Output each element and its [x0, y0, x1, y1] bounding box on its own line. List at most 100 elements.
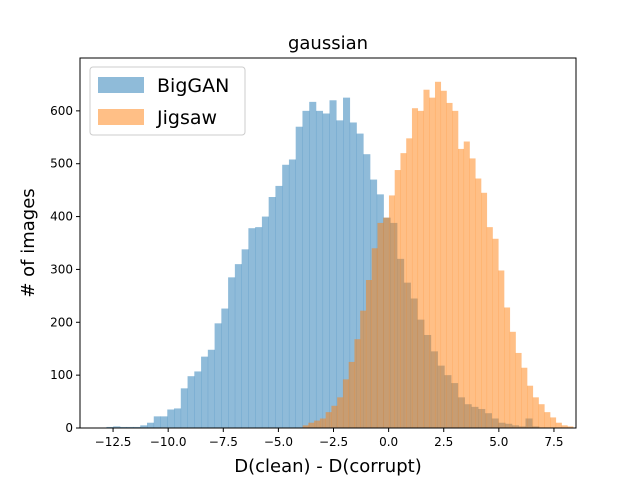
jigsaw-bar — [406, 138, 413, 429]
y-tick-label: 300 — [50, 262, 73, 276]
jigsaw-bar — [411, 108, 419, 428]
jigsaw-bar — [337, 397, 344, 428]
biggan-bar — [356, 133, 364, 429]
jigsaw-bar — [383, 217, 390, 428]
jigsaw-bar — [504, 307, 511, 428]
biggan-bar — [214, 323, 222, 428]
biggan-bar — [282, 164, 290, 428]
legend-label-biggan: BigGAN — [157, 75, 229, 97]
biggan-bar — [174, 408, 182, 428]
biggan-bar — [248, 228, 256, 428]
biggan-bar — [322, 113, 330, 428]
biggan-bar — [228, 277, 236, 428]
jigsaw-bar — [423, 89, 430, 428]
jigsaw-bar — [325, 412, 332, 428]
biggan-bar — [194, 371, 202, 428]
x-tick-label: −7.5 — [209, 435, 238, 449]
biggan-bar — [241, 249, 249, 428]
jigsaw-bar — [515, 352, 522, 428]
jigsaw-bar — [486, 227, 493, 428]
legend: BigGAN Jigsaw — [89, 66, 246, 136]
jigsaw-bar — [314, 420, 321, 428]
x-tick-label: 0.0 — [379, 435, 398, 449]
jigsaw-bar — [371, 248, 378, 428]
biggan-bar — [187, 376, 195, 428]
jigsaw-bar — [365, 280, 372, 428]
jigsaw-bar — [319, 418, 326, 428]
jigsaw-bar — [331, 405, 338, 428]
jigsaw-bar — [377, 222, 384, 428]
jigsaw-bar — [400, 153, 407, 428]
biggan-bar — [133, 426, 141, 428]
x-tick-label: −2.5 — [319, 435, 348, 449]
biggan-bar — [180, 388, 188, 428]
x-tick-label: 7.5 — [544, 435, 563, 449]
jigsaw-bar — [360, 310, 367, 428]
jigsaw-bar — [481, 192, 488, 428]
jigsaw-bar — [475, 178, 482, 428]
jigsaw-bar — [544, 412, 551, 428]
jigsaw-bar — [492, 238, 499, 428]
legend-swatch-biggan — [98, 77, 144, 93]
jigsaw-bar — [469, 158, 476, 428]
jigsaw-bar — [394, 170, 401, 429]
legend-label-jigsaw: Jigsaw — [156, 107, 217, 129]
jigsaw-bar — [550, 417, 557, 428]
y-tick-label: 400 — [50, 210, 73, 224]
biggan-bar — [255, 227, 263, 428]
biggan-bar — [119, 426, 128, 428]
y-tick-label: 200 — [50, 315, 73, 329]
biggan-bar — [153, 416, 161, 428]
jigsaw-bar — [429, 97, 436, 429]
biggan-bar — [140, 425, 148, 428]
jigsaw-bar — [388, 195, 396, 428]
jigsaw-bar — [457, 148, 465, 428]
y-tick-label: 0 — [65, 421, 73, 435]
biggan-bar — [160, 416, 168, 428]
jigsaw-bar — [538, 404, 545, 428]
jigsaw-bar — [509, 331, 516, 428]
biggan-bar — [261, 216, 269, 428]
jigsaw-bar — [342, 379, 349, 428]
jigsaw-bar — [348, 361, 355, 428]
jigsaw-bars — [302, 81, 574, 429]
jigsaw-bar — [527, 385, 534, 428]
y-tick-label: 100 — [50, 368, 73, 382]
biggan-bar — [167, 409, 175, 428]
jigsaw-bar — [555, 422, 562, 428]
jigsaw-bar — [532, 397, 539, 428]
jigsaw-bar — [498, 270, 505, 428]
jigsaw-bar — [463, 141, 470, 428]
x-tick-label: −5.0 — [264, 435, 293, 449]
legend-swatch-jigsaw — [98, 109, 144, 125]
biggan-bar — [329, 100, 337, 429]
biggan-bar — [268, 197, 276, 428]
y-tick-label: 500 — [50, 157, 73, 171]
biggan-bar — [343, 97, 351, 429]
biggan-bar — [295, 126, 303, 428]
biggan-bar — [336, 120, 344, 428]
jigsaw-bar — [417, 110, 424, 428]
jigsaw-bar — [452, 110, 459, 428]
jigsaw-bar — [521, 367, 528, 428]
biggan-bar — [275, 185, 283, 428]
biggan-bar — [234, 264, 242, 428]
biggan-bar — [288, 159, 297, 428]
jigsaw-bar — [446, 102, 453, 428]
biggan-bar — [113, 426, 121, 428]
x-axis: −12.5 −10.0 −7.5 −5.0 −2.5 0.0 2.5 5.0 7.5 — [95, 428, 564, 449]
y-tick-label: 600 — [50, 104, 73, 118]
jigsaw-bar — [354, 339, 361, 428]
x-tick-label: −12.5 — [95, 435, 132, 449]
y-axis-label: # of images — [18, 188, 39, 297]
jigsaw-bar — [567, 426, 574, 428]
jigsaw-bar — [302, 425, 309, 428]
y-axis: 0 100 200 300 400 500 600 — [50, 104, 80, 435]
biggan-bar — [207, 349, 215, 428]
biggan-bar — [147, 422, 155, 428]
x-tick-label: 2.5 — [434, 435, 453, 449]
chart-title: gaussian — [288, 33, 368, 54]
x-axis-label: D(clean) - D(corrupt) — [234, 456, 421, 477]
plot-frame — [79, 57, 577, 429]
